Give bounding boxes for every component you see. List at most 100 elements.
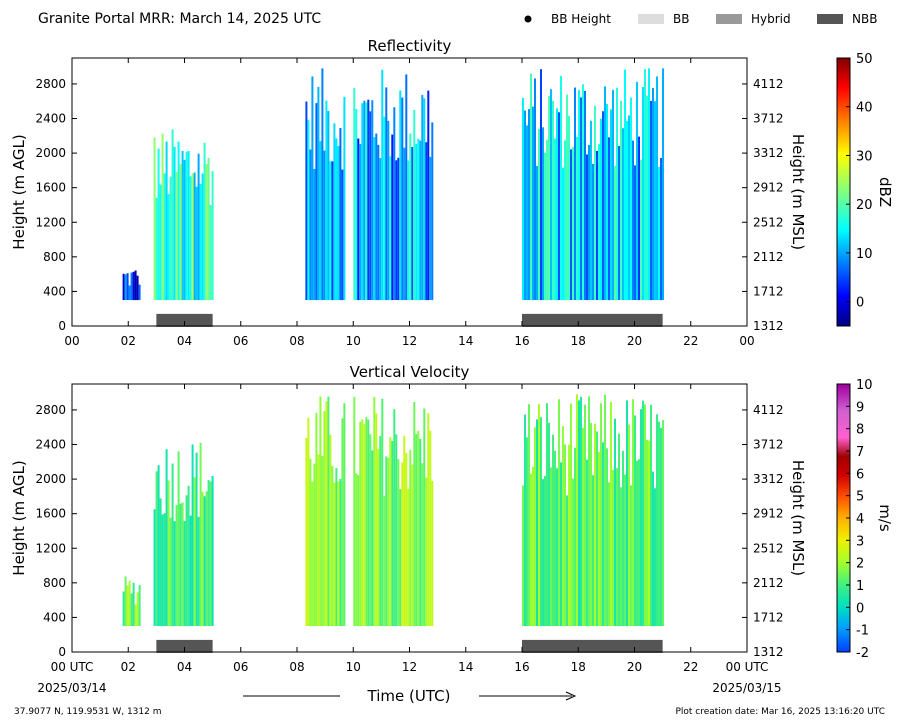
echo-period: [122, 576, 141, 627]
echo-column: [570, 403, 572, 627]
echo-column: [582, 427, 584, 627]
echo-column: [205, 163, 208, 301]
echo-column: [169, 176, 172, 301]
echo-column: [550, 467, 552, 627]
echo-column: [620, 487, 622, 627]
echo-column: [187, 485, 190, 627]
x-tick-label: 08: [289, 334, 304, 348]
echo-column: [646, 439, 648, 627]
echo-column: [341, 169, 344, 301]
colorbar-tick-label: 0: [856, 296, 864, 311]
echo-column: [421, 463, 424, 627]
echo-column: [353, 396, 356, 627]
echo-column: [556, 108, 558, 301]
echo-column: [315, 412, 318, 627]
echo-column: [423, 408, 426, 627]
echo-column: [126, 273, 129, 300]
echo-column: [132, 582, 135, 627]
echo-column: [373, 137, 376, 301]
echo-column: [548, 422, 550, 627]
echo-column: [343, 96, 346, 301]
echo-column: [319, 141, 322, 301]
echo-column: [171, 463, 174, 627]
colorbar-tick-label: 50: [856, 52, 873, 67]
echo-column: [407, 488, 410, 626]
echo-column: [201, 173, 204, 301]
echo-column: [640, 159, 642, 301]
echo-column: [321, 68, 324, 301]
echo-column: [564, 140, 566, 301]
echo-column: [367, 419, 370, 627]
echo-column: [327, 111, 330, 300]
echo-column: [560, 462, 562, 627]
legend-label: NBB: [852, 12, 877, 26]
y-tick-label: 2800: [35, 403, 66, 417]
echo-column: [181, 502, 184, 627]
echo-column: [393, 107, 396, 300]
echo-column: [568, 115, 570, 301]
echo-column: [634, 165, 636, 300]
echo-column: [331, 466, 334, 627]
echo-column: [311, 76, 314, 301]
echo-column: [630, 485, 632, 627]
echo-column: [124, 576, 127, 626]
echo-column: [361, 103, 364, 301]
echo-column: [650, 404, 652, 627]
creation-date-text: Plot creation date: Mar 16, 2025 13:16:2…: [675, 707, 885, 717]
echo-column: [309, 149, 312, 301]
y-tick-label-right: 1712: [753, 284, 784, 298]
echo-column: [339, 479, 342, 627]
colorbar-tick-label: 6: [856, 467, 864, 482]
x-tick-label: 00 UTC: [51, 660, 94, 674]
echo-column: [654, 488, 656, 627]
echo-column: [331, 161, 334, 301]
header-legend: BB Height BB Hybrid NBB: [524, 12, 877, 26]
colorbar-tick-label: 10: [856, 247, 873, 262]
echo-column: [431, 122, 434, 301]
echo-column: [379, 158, 382, 301]
echo-column: [610, 109, 612, 301]
echo-column: [604, 86, 606, 301]
y-tick-label: 2800: [35, 77, 66, 91]
echo-column: [399, 90, 402, 301]
echo-column: [618, 433, 620, 627]
echo-column: [578, 89, 580, 301]
colorbar-tick-label: -1: [856, 624, 869, 639]
echo-column: [419, 439, 422, 627]
echo-column: [530, 73, 532, 301]
x-tick-label: 14: [458, 334, 473, 348]
echo-column: [355, 473, 358, 627]
echo-column: [542, 479, 544, 627]
echo-period: [153, 442, 214, 627]
legend-label: BB Height: [551, 12, 611, 26]
echo-column: [572, 147, 574, 301]
location-text: 37.9077 N, 119.9531 W, 1312 m: [14, 707, 162, 717]
colorbar-tick-label: 30: [856, 149, 873, 164]
y-tick-label-right: 2512: [753, 215, 784, 229]
y-tick-label-right: 3312: [753, 146, 784, 160]
echo-column: [405, 453, 408, 627]
echo-column: [556, 468, 558, 626]
echo-column: [576, 394, 578, 627]
echo-column: [421, 94, 424, 301]
echo-column: [612, 89, 614, 301]
echo-column: [415, 434, 418, 627]
echo-column: [584, 91, 586, 300]
echo-column: [562, 167, 564, 301]
x-axis-label: Time (UTC): [367, 687, 451, 705]
echo-column: [590, 423, 592, 627]
echo-column: [311, 481, 314, 627]
echo-column: [596, 431, 598, 627]
echo-column: [359, 144, 362, 300]
echo-column: [600, 118, 602, 301]
y-tick-label: 800: [43, 250, 66, 264]
echo-column: [361, 419, 364, 627]
echo-column: [124, 274, 127, 301]
echo-column: [134, 270, 137, 301]
echo-column: [662, 420, 664, 627]
echo-column: [183, 520, 186, 627]
legend-swatch: [817, 14, 843, 24]
echo-column: [558, 399, 560, 627]
echo-column: [586, 459, 588, 627]
echo-column: [413, 110, 416, 300]
